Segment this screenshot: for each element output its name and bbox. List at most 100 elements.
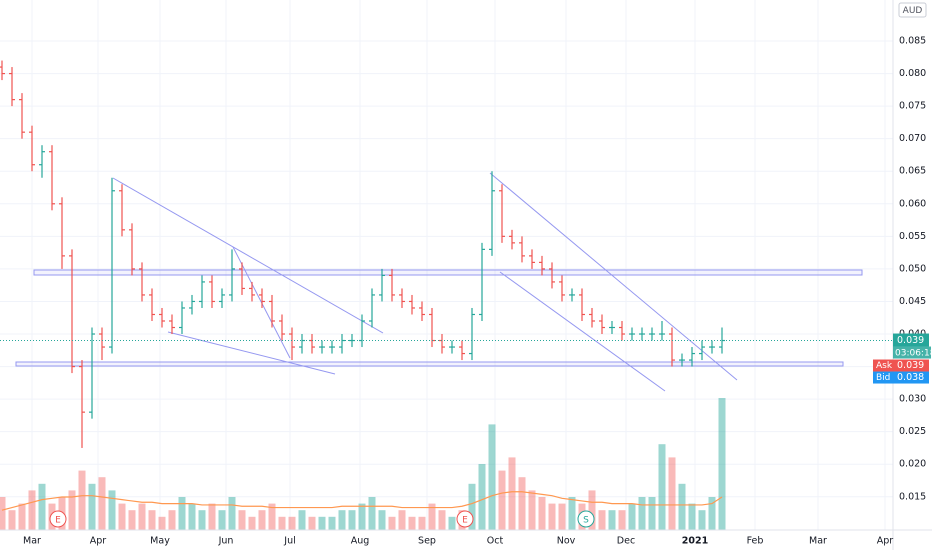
x-tick-label: May xyxy=(150,536,170,547)
volume-bar xyxy=(608,510,616,530)
volume-bar xyxy=(478,464,486,530)
volume-bar xyxy=(338,510,346,530)
volume-bar xyxy=(78,470,86,530)
events: E E S xyxy=(49,510,595,528)
volume-bar xyxy=(538,497,546,530)
volume-bar xyxy=(288,516,296,530)
volume-bar xyxy=(28,490,36,530)
volume-bar xyxy=(168,510,176,530)
drawings xyxy=(15,172,863,392)
bid-box xyxy=(873,371,929,384)
y-tick-label: 0.075 xyxy=(899,101,926,112)
volume-bar xyxy=(258,510,266,530)
volume-bar xyxy=(108,490,116,530)
volume-bar xyxy=(398,510,406,530)
ask-box xyxy=(873,359,929,372)
volume-bar xyxy=(618,510,626,530)
x-tick-label: Apr xyxy=(90,536,107,547)
volume-bar xyxy=(598,510,606,530)
x-tick-label: Jul xyxy=(283,536,295,547)
volume-bar xyxy=(358,503,366,530)
trend-line[interactable] xyxy=(499,271,666,392)
volume-bar xyxy=(508,457,516,530)
event-marker[interactable] xyxy=(456,510,474,528)
volume-bar xyxy=(488,424,496,530)
volume-bar xyxy=(698,510,706,530)
volume-bar xyxy=(568,497,576,530)
volume-bar xyxy=(88,483,96,530)
y-tick-label: 0.030 xyxy=(899,394,926,405)
x-tick-label: Feb xyxy=(747,536,764,547)
trend-line[interactable] xyxy=(112,177,384,334)
volume-bar xyxy=(558,503,566,530)
volume-bar xyxy=(648,497,656,530)
last-price-label: 0.039 xyxy=(897,335,924,346)
bid-value: 0.038 xyxy=(897,372,924,383)
volume-bar xyxy=(158,516,166,530)
volume-pane xyxy=(0,398,726,530)
volume-bar xyxy=(128,510,136,530)
volume-bar xyxy=(228,497,236,530)
currency-box[interactable] xyxy=(898,2,927,18)
countdown-label: 03:06:18 xyxy=(895,349,932,359)
resistance-zone[interactable] xyxy=(33,269,863,276)
y-tick-label: 0.050 xyxy=(899,263,926,274)
event-marker[interactable] xyxy=(49,510,67,528)
volume-bar xyxy=(118,503,126,530)
x-tick-label: Jun xyxy=(218,536,234,547)
volume-bar xyxy=(528,490,536,530)
volume-bar xyxy=(18,503,26,530)
volume-bar xyxy=(518,477,526,530)
ask-value: 0.039 xyxy=(897,360,924,371)
y-tick-label: 0.065 xyxy=(899,166,926,177)
volume-bar xyxy=(418,516,426,530)
volume-bar xyxy=(278,516,286,530)
countdown-box xyxy=(893,346,931,359)
ask-name: Ask xyxy=(876,361,893,371)
y-tick-label: 0.085 xyxy=(899,36,926,47)
volume-bar xyxy=(438,510,446,530)
volume-bar xyxy=(98,477,106,530)
volume-bar xyxy=(138,503,146,530)
volume-bar xyxy=(378,510,386,530)
volume-bar xyxy=(348,510,356,530)
volume-bar xyxy=(68,490,76,530)
event-marker[interactable] xyxy=(577,510,595,528)
volume-bar xyxy=(548,503,556,530)
volume-bar xyxy=(388,516,396,530)
volume-bar xyxy=(448,516,456,530)
y-tick-label: 0.045 xyxy=(899,296,926,307)
x-tick-label: Sep xyxy=(418,536,436,547)
volume-bar xyxy=(38,483,46,530)
x-tick-label: Apr xyxy=(877,536,894,547)
grid xyxy=(0,0,893,530)
volume-bar xyxy=(678,483,686,530)
volume-bar xyxy=(638,497,646,530)
x-tick-label: Oct xyxy=(487,536,504,547)
trend-line[interactable] xyxy=(167,331,336,375)
volume-bar xyxy=(408,516,416,530)
volume-bar xyxy=(318,516,326,530)
bid-name: Bid xyxy=(876,373,890,383)
event-label: S xyxy=(583,516,589,526)
volume-bar xyxy=(718,398,726,530)
trend-line[interactable] xyxy=(489,172,738,381)
volume-bar xyxy=(0,497,6,530)
y-tick-label: 0.025 xyxy=(899,426,926,437)
x-tick-label: Mar xyxy=(23,536,41,547)
volume-bar xyxy=(658,444,666,530)
x-tick-label: Mar xyxy=(809,536,827,547)
currency: AUD xyxy=(903,6,923,16)
volume-bar xyxy=(328,516,336,530)
last-price-box xyxy=(893,333,929,347)
volume-bar xyxy=(188,503,196,530)
volume-bar xyxy=(368,497,376,530)
volume-bar xyxy=(208,503,216,530)
y-tick-label: 0.055 xyxy=(899,231,926,242)
support-zone[interactable] xyxy=(15,361,844,367)
volume-bar xyxy=(248,516,256,530)
volume-bar xyxy=(298,510,306,530)
y-tick-label: 0.020 xyxy=(899,459,926,470)
volume-bar xyxy=(498,470,506,530)
